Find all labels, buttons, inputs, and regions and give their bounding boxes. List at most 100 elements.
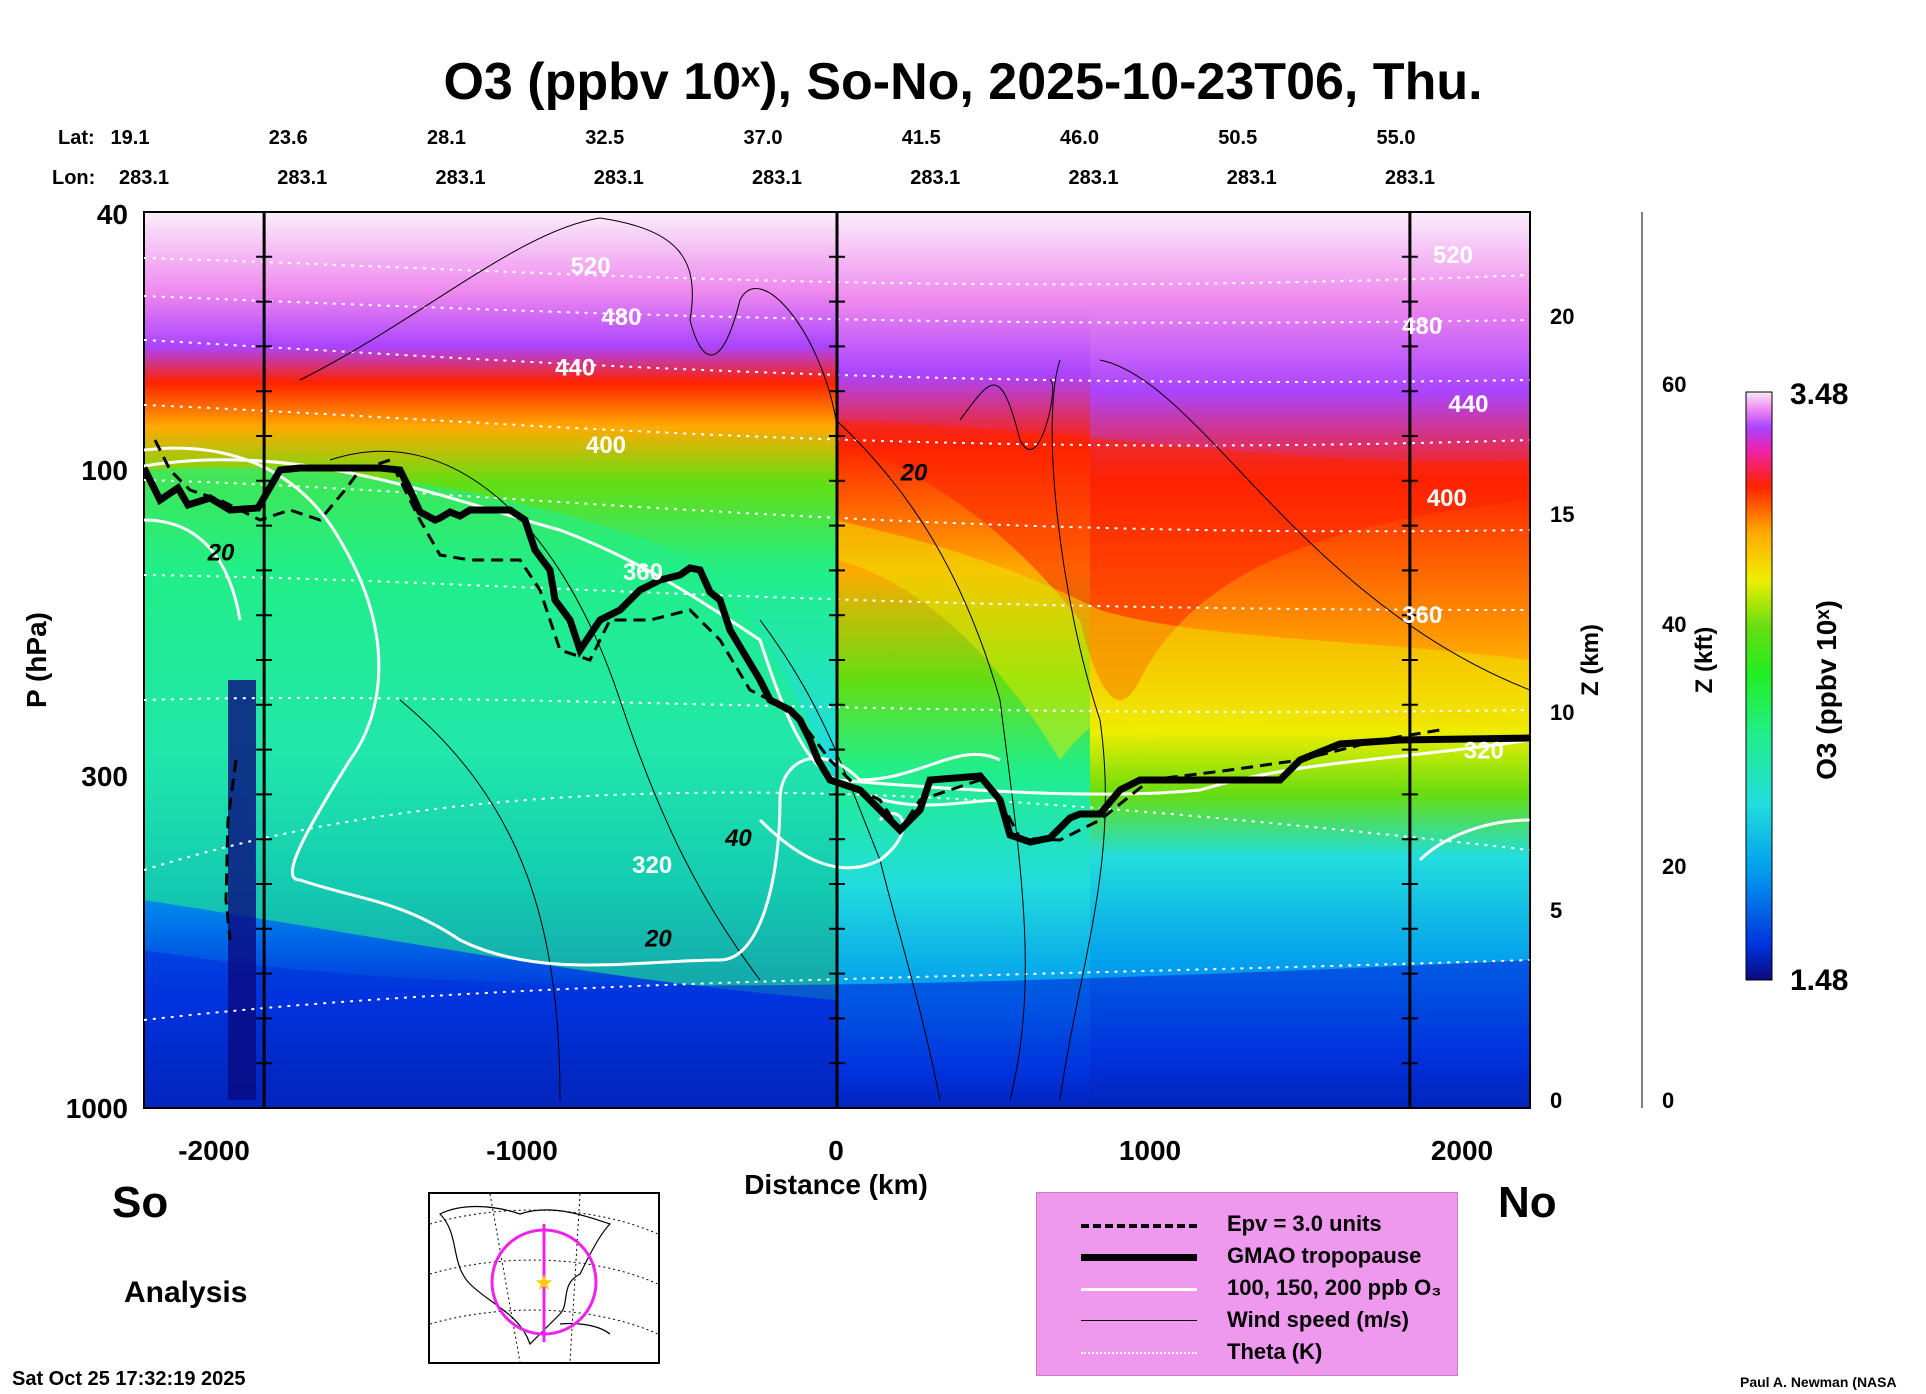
analysis-label: Analysis	[124, 1276, 248, 1309]
y-axis: 40 100 300 1000	[66, 199, 128, 1124]
lat-value: 23.6	[269, 127, 308, 149]
theta-label: 520	[571, 253, 611, 280]
legend-item-tropopause: GMAO tropopause	[1037, 1241, 1457, 1273]
lon-row: 283.1 283.1 283.1 283.1 283.1 283.1 283.1 283.1…	[119, 167, 1435, 189]
wind-label: 20	[207, 540, 235, 567]
y-tick-label: 100	[81, 455, 128, 486]
o3-contour	[758, 812, 905, 870]
theta-lines	[144, 257, 1530, 1021]
ozone-field-north	[1090, 212, 1530, 1108]
ozone-field-center	[836, 212, 1096, 1108]
wind-label: 20	[644, 926, 672, 953]
z-km-label: Z (km)	[1577, 624, 1604, 696]
lon-value: 283.1	[119, 167, 169, 189]
o3-contour	[144, 518, 242, 621]
credit-label: Paul A. Newman (NASA	[1740, 1374, 1897, 1390]
theta-line	[144, 959, 1530, 1021]
legend: Epv = 3.0 units GMAO tropopause 100, 150…	[1036, 1192, 1458, 1376]
legend-item-theta: Theta (K)	[1037, 1337, 1457, 1369]
colorbar-label: O3 (ppbv 10ˣ)	[1811, 600, 1842, 780]
lon-value: 283.1	[594, 167, 644, 189]
x-axis: -2000 -1000 0 1000 2000	[178, 1135, 1493, 1166]
z-kft-tick-label: 20	[1662, 854, 1686, 879]
wind-label: 40	[724, 825, 752, 852]
theta-label: 440	[1448, 391, 1488, 418]
ozone-red-intrusion	[836, 420, 1530, 700]
profile-lines	[256, 212, 1418, 1108]
lat-value: 32.5	[585, 127, 624, 149]
wind-contour	[959, 379, 1054, 450]
north-label: No	[1498, 1178, 1557, 1227]
z-km-tick-label: 10	[1550, 700, 1574, 725]
epv-line	[224, 759, 238, 941]
chart-title: O3 (ppbv 10ˣ), So-No, 2025-10-23T06, Thu…	[443, 53, 1483, 111]
wind-contour	[1099, 359, 1530, 691]
lat-value: 41.5	[902, 127, 941, 149]
lon-value: 283.1	[435, 167, 485, 189]
wind-contour	[1051, 359, 1106, 1101]
wind-label: 20	[900, 460, 928, 487]
timestamp: Sat Oct 25 17:32:19 2025	[12, 1368, 246, 1390]
map-coastline	[559, 1322, 611, 1335]
lon-label: Lon:	[52, 167, 95, 189]
lat-value: 37.0	[744, 127, 783, 149]
legend-item-o3-contours: 100, 150, 200 ppb O₃	[1037, 1273, 1457, 1305]
wind-contour	[329, 450, 761, 981]
z-kft-tick-label: 0	[1662, 1088, 1674, 1113]
theta-label: 320	[1464, 738, 1504, 765]
thick-line-icon	[1081, 1254, 1197, 1261]
wind-contour	[835, 419, 1026, 1101]
x-tick-label: 2000	[1431, 1135, 1493, 1166]
z-km-axis: 0 5 10 15 20	[1550, 304, 1574, 1113]
theta-line	[144, 696, 1530, 714]
z-km-tick-label: 0	[1550, 1088, 1562, 1113]
z-km-tick-label: 20	[1550, 304, 1574, 329]
z-kft-tick-label: 40	[1662, 612, 1686, 637]
theta-label: 480	[1402, 313, 1442, 340]
o3-contour	[144, 446, 1001, 967]
theta-line	[144, 404, 1530, 447]
legend-label: Wind speed (m/s)	[1227, 1307, 1409, 1332]
lat-row: 19.1 23.6 28.1 32.5 37.0 41.5 46.0 50.5 55.0	[111, 127, 1416, 149]
theta-label: 360	[1402, 602, 1442, 629]
z-kft-tick-label: 60	[1662, 372, 1686, 397]
legend-item-wind: Wind speed (m/s)	[1037, 1305, 1457, 1337]
ozone-yellow-intrusion	[836, 520, 1530, 760]
theta-label: 440	[555, 355, 595, 382]
theta-label: 400	[1427, 485, 1467, 512]
legend-label: Theta (K)	[1227, 1339, 1323, 1364]
map-coastline	[438, 1205, 612, 1346]
lon-value: 283.1	[1385, 167, 1435, 189]
colorbar	[1745, 391, 1773, 981]
y-tick-label: 300	[81, 761, 128, 792]
theta-label: 320	[632, 852, 672, 879]
wind-contour	[399, 699, 561, 1101]
legend-label: 100, 150, 200 ppb O₃	[1227, 1275, 1442, 1300]
dotted-line-icon	[1081, 1352, 1197, 1354]
lon-value: 283.1	[1227, 167, 1277, 189]
lat-value: 55.0	[1377, 127, 1416, 149]
x-tick-label: -1000	[486, 1135, 558, 1166]
map-graphic: ★	[429, 1193, 659, 1363]
z-km-tick-label: 15	[1550, 502, 1574, 527]
x-tick-label: -2000	[178, 1135, 250, 1166]
wind-contour	[299, 217, 837, 421]
south-label: So	[112, 1178, 169, 1227]
theta-line	[144, 479, 1530, 533]
y-axis-label: P (hPa)	[21, 612, 52, 708]
wind-label-layer: 20 40 20 20	[207, 460, 928, 953]
y-tick-label: 1000	[66, 1093, 128, 1124]
lon-value: 283.1	[910, 167, 960, 189]
theta-line	[144, 339, 1530, 383]
lat-value: 19.1	[111, 127, 150, 149]
x-tick-label: 0	[828, 1135, 844, 1166]
z-kft-label: Z (kft)	[1691, 627, 1718, 694]
ozone-field	[144, 212, 1530, 1108]
legend-item-epv: Epv = 3.0 units	[1037, 1209, 1457, 1241]
theta-label: 480	[601, 304, 641, 331]
lat-value: 28.1	[427, 127, 466, 149]
lat-label: Lat:	[58, 127, 95, 149]
theta-line	[144, 791, 1530, 871]
legend-label: GMAO tropopause	[1227, 1243, 1422, 1268]
theta-line	[144, 295, 1530, 324]
